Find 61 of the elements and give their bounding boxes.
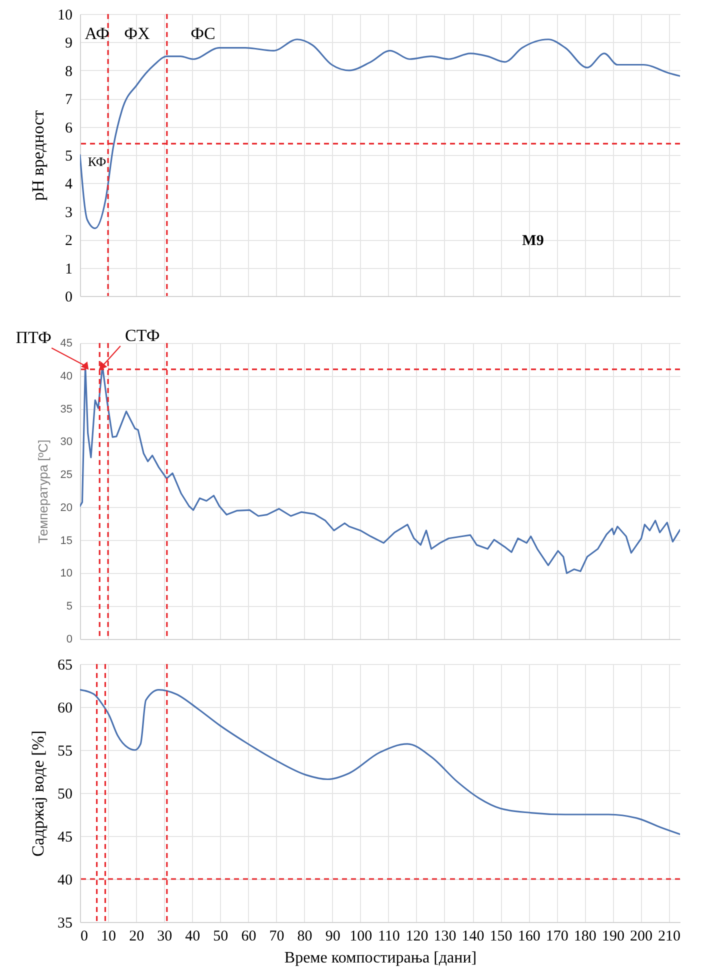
y-tick-label: 7 [65, 92, 73, 108]
annotation: М9 [522, 233, 544, 249]
y-tick-label: 4 [65, 176, 73, 193]
x-tick-label: 190 [602, 928, 624, 944]
y-tick-label: 35 [60, 403, 72, 416]
y-tick-label: 9 [65, 36, 72, 52]
x-tick-label: 10 [101, 928, 116, 944]
y-axis-title: pH вредност [28, 110, 48, 201]
y-tick-label: 40 [58, 872, 72, 888]
x-tick-label: 110 [378, 928, 400, 944]
x-tick-label: 210 [658, 928, 681, 944]
x-tick-label: 50 [213, 928, 228, 944]
x-tick-label: 170 [546, 928, 568, 944]
y-axis-title: Садржај воде [%] [28, 730, 48, 857]
x-tick-label: 150 [490, 928, 512, 944]
x-tick-label: 200 [630, 928, 652, 944]
y-axis-title: Температура [ºC] [35, 440, 50, 544]
annotation: ФС [190, 24, 216, 43]
x-tick-label: 130 [434, 928, 456, 944]
y-tick-label: 5 [66, 600, 72, 613]
x-tick-label: 80 [297, 928, 312, 944]
x-tick-label: 70 [269, 928, 284, 944]
x-tick-label: 0 [80, 928, 88, 944]
y-tick-label: 8 [65, 64, 72, 80]
y-tick-label: 45 [60, 338, 72, 350]
y-tick-label: 2 [65, 233, 72, 250]
y-tick-label: 35 [58, 916, 72, 932]
y-tick-label: 20 [60, 502, 72, 514]
x-tick-label: 60 [241, 928, 256, 944]
y-tick-label: 10 [60, 568, 72, 580]
x-tick-label: 30 [157, 928, 172, 944]
y-tick-label: 0 [66, 634, 72, 646]
x-tick-label: 140 [462, 928, 484, 944]
y-tick-label: 60 [58, 700, 72, 716]
annotation: АФ [84, 24, 110, 43]
x-tick-label: 40 [185, 928, 200, 944]
annotation: СТФ [125, 326, 160, 346]
y-tick-label: 30 [60, 436, 72, 448]
y-tick-label: 6 [65, 120, 73, 136]
y-tick-label: 55 [58, 744, 72, 760]
x-axis-title: Време компостирања [дани] [284, 950, 477, 966]
y-tick-label: 0 [65, 290, 72, 306]
x-tick-label: 180 [574, 928, 596, 944]
x-tick-label: 20 [129, 928, 144, 944]
x-tick-label: 160 [518, 928, 540, 944]
y-tick-label: 40 [60, 370, 72, 382]
y-tick-label: 1 [65, 261, 72, 278]
y-tick-label: 10 [58, 8, 72, 24]
y-tick-label: 3 [65, 204, 72, 221]
annotation: ПТФ [16, 328, 52, 348]
annotation: ФХ [124, 24, 150, 43]
y-tick-label: 45 [58, 830, 72, 846]
y-tick-label: 15 [60, 534, 72, 547]
y-tick-label: 5 [65, 148, 72, 164]
x-tick-label: 120 [406, 928, 428, 944]
y-tick-label: 50 [58, 786, 72, 802]
annotation: КФ [88, 154, 106, 169]
x-tick-label: 90 [325, 928, 340, 944]
y-tick-label: 25 [60, 469, 72, 482]
x-tick-label: 100 [350, 928, 372, 944]
y-tick-label: 65 [58, 658, 72, 674]
